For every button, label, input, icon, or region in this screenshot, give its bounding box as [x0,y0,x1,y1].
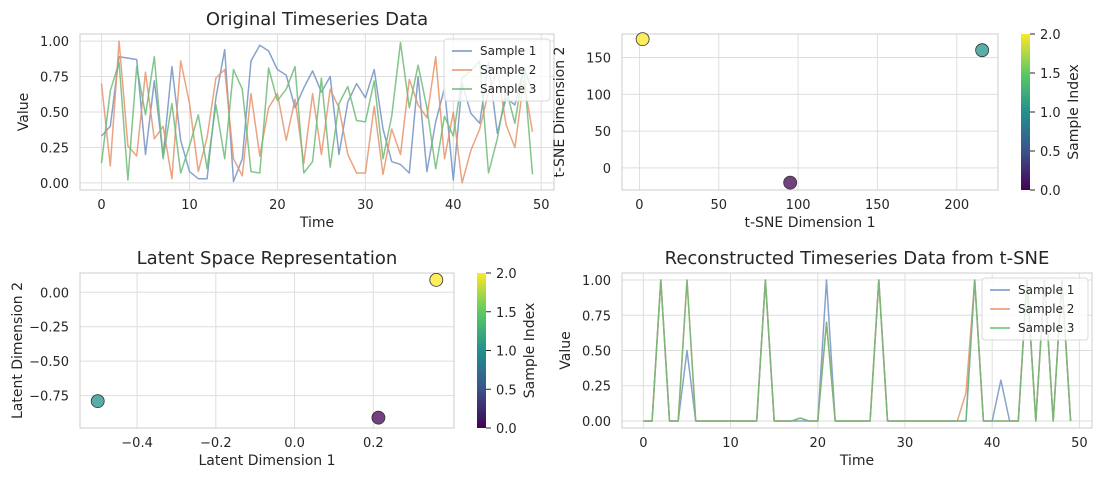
chart-panel-2: 0 50 100 150 200 0 50 100 150 t-SNE Dimension 1 t-… [552,28,1082,231]
chart-panel-4: 0 10 20 30 40 50 0.00 0.25 0.50 0.75 1.00 Time Value… [558,248,1093,469]
colorbar-tick-label: 1.5 [496,306,517,321]
legend-label-2: Sample 2 [480,63,536,77]
x-tick-label: 0.0 [284,436,305,451]
legend-label-3: Sample 3 [1018,321,1074,335]
chart-title: Original Timeseries Data [206,9,428,30]
x-tick-label: 10 [181,198,198,213]
x-tick-label: 10 [722,436,739,451]
x-tick-label: 20 [269,198,286,213]
x-tick-label: −0.4 [121,436,153,451]
colorbar-tick-label: 2.0 [1040,28,1061,43]
series-line-3 [643,279,1072,422]
x-tick-label: 150 [865,198,890,213]
y-tick-label: 0.75 [582,309,611,324]
scatter-point-3 [429,272,444,287]
x-tick-label: 0 [97,198,105,213]
y-tick-label: 150 [586,52,611,67]
x-tick-label: −0.2 [200,436,232,451]
chart-panel-1: 0 10 20 30 40 50 0.00 0.25 0.50 0.75 1.00 Time Value… [16,9,555,231]
panels: 0 10 20 30 40 500.000.250.500.751.00TimeValue… [10,9,1093,469]
legend-label-2: Sample 2 [1018,302,1074,316]
legend-label-1: Sample 1 [480,44,536,58]
y-tick-label: 0.00 [40,286,69,301]
colorbar-label: Sample Index [1066,64,1082,159]
x-tick-label: 50 [1071,436,1088,451]
x-tick-label: 200 [944,198,969,213]
colorbar-gradient [477,273,486,428]
scatter-point-2 [90,394,105,409]
y-tick-label: 1.00 [582,274,611,289]
y-tick-label: 0.50 [40,106,69,121]
x-tick-label: 30 [897,436,914,451]
scatter-point-1 [371,410,386,425]
axes-frame [79,272,455,429]
chart-title: Latent Space Representation [137,248,398,269]
x-axis-label: Time [299,215,334,231]
scatter-point-2 [975,43,990,58]
legend-label-1: Sample 1 [1018,283,1074,297]
x-tick-label: 100 [786,198,811,213]
legend-frame [443,38,551,102]
chart-title: Reconstructed Timeseries Data from t-SNE [665,248,1050,269]
chart-panel-3: −0.4 −0.2 0.0 0.2 −0.75 −0.50 −0.25 0.00 Latent … [10,248,538,469]
y-tick-label: 0.25 [582,380,611,395]
colorbar-tick-label: 0.5 [496,383,517,398]
x-tick-label: 40 [445,198,462,213]
axes-frame [621,33,999,191]
colorbar-tick-label: 1.5 [1040,67,1061,82]
y-tick-label: 0 [603,162,611,177]
x-tick-label: 0.2 [363,436,384,451]
y-axis-label: Value [16,93,32,131]
y-tick-label: −0.25 [29,321,69,336]
y-tick-label: 0.25 [40,141,69,156]
x-axis-label: t-SNE Dimension 1 [745,215,876,231]
legend-label-3: Sample 3 [480,82,536,96]
y-tick-label: −0.75 [29,390,69,405]
legend-frame [981,277,1089,341]
x-tick-label: 50 [533,198,550,213]
x-tick-label: 30 [357,198,374,213]
colorbar-label: Sample Index [522,303,538,398]
y-axis-label: t-SNE Dimension 2 [552,47,568,178]
colorbar-tick-label: 1.0 [496,345,517,360]
x-tick-label: 50 [711,198,728,213]
axes-frame [621,272,1093,429]
axes-frame [79,33,555,191]
colorbar-tick-label: 2.0 [496,267,517,282]
scatter-point-1 [783,175,798,190]
scatter-point-3 [635,32,650,47]
colorbar-tick-label: 0.0 [1040,184,1061,199]
y-tick-label: 100 [586,88,611,103]
x-tick-label: 0 [639,436,647,451]
y-tick-label: 50 [594,125,611,140]
legend: Sample 1 Sample 2 Sample 3 [981,277,1089,341]
y-axis-label: Latent Dimension 2 [10,282,26,419]
colorbar-tick-label: 0.0 [496,422,517,437]
y-tick-label: 1.00 [40,35,69,50]
legend: Sample 1 Sample 2 Sample 3 [443,38,551,102]
colorbar-tick-label: 0.5 [1040,145,1061,160]
x-tick-label: 0 [635,198,643,213]
y-tick-label: 0.00 [582,415,611,430]
colorbar: 0.0 0.5 1.0 1.5 2.0 Sample Index [477,267,538,437]
y-axis-label: Value [558,331,574,369]
y-tick-label: −0.50 [29,355,69,370]
colorbar: 0.0 0.5 1.0 1.5 2.0 Sample Index [1021,28,1082,199]
x-axis-label: Latent Dimension 1 [198,453,335,469]
colorbar-gradient [1021,34,1030,190]
x-tick-label: 40 [984,436,1001,451]
x-axis-label: Time [839,453,874,469]
y-tick-label: 0.50 [582,345,611,360]
colorbar-tick-label: 1.0 [1040,106,1061,121]
y-tick-label: 0.00 [40,177,69,192]
x-tick-label: 20 [809,436,826,451]
y-tick-label: 0.75 [40,71,69,86]
